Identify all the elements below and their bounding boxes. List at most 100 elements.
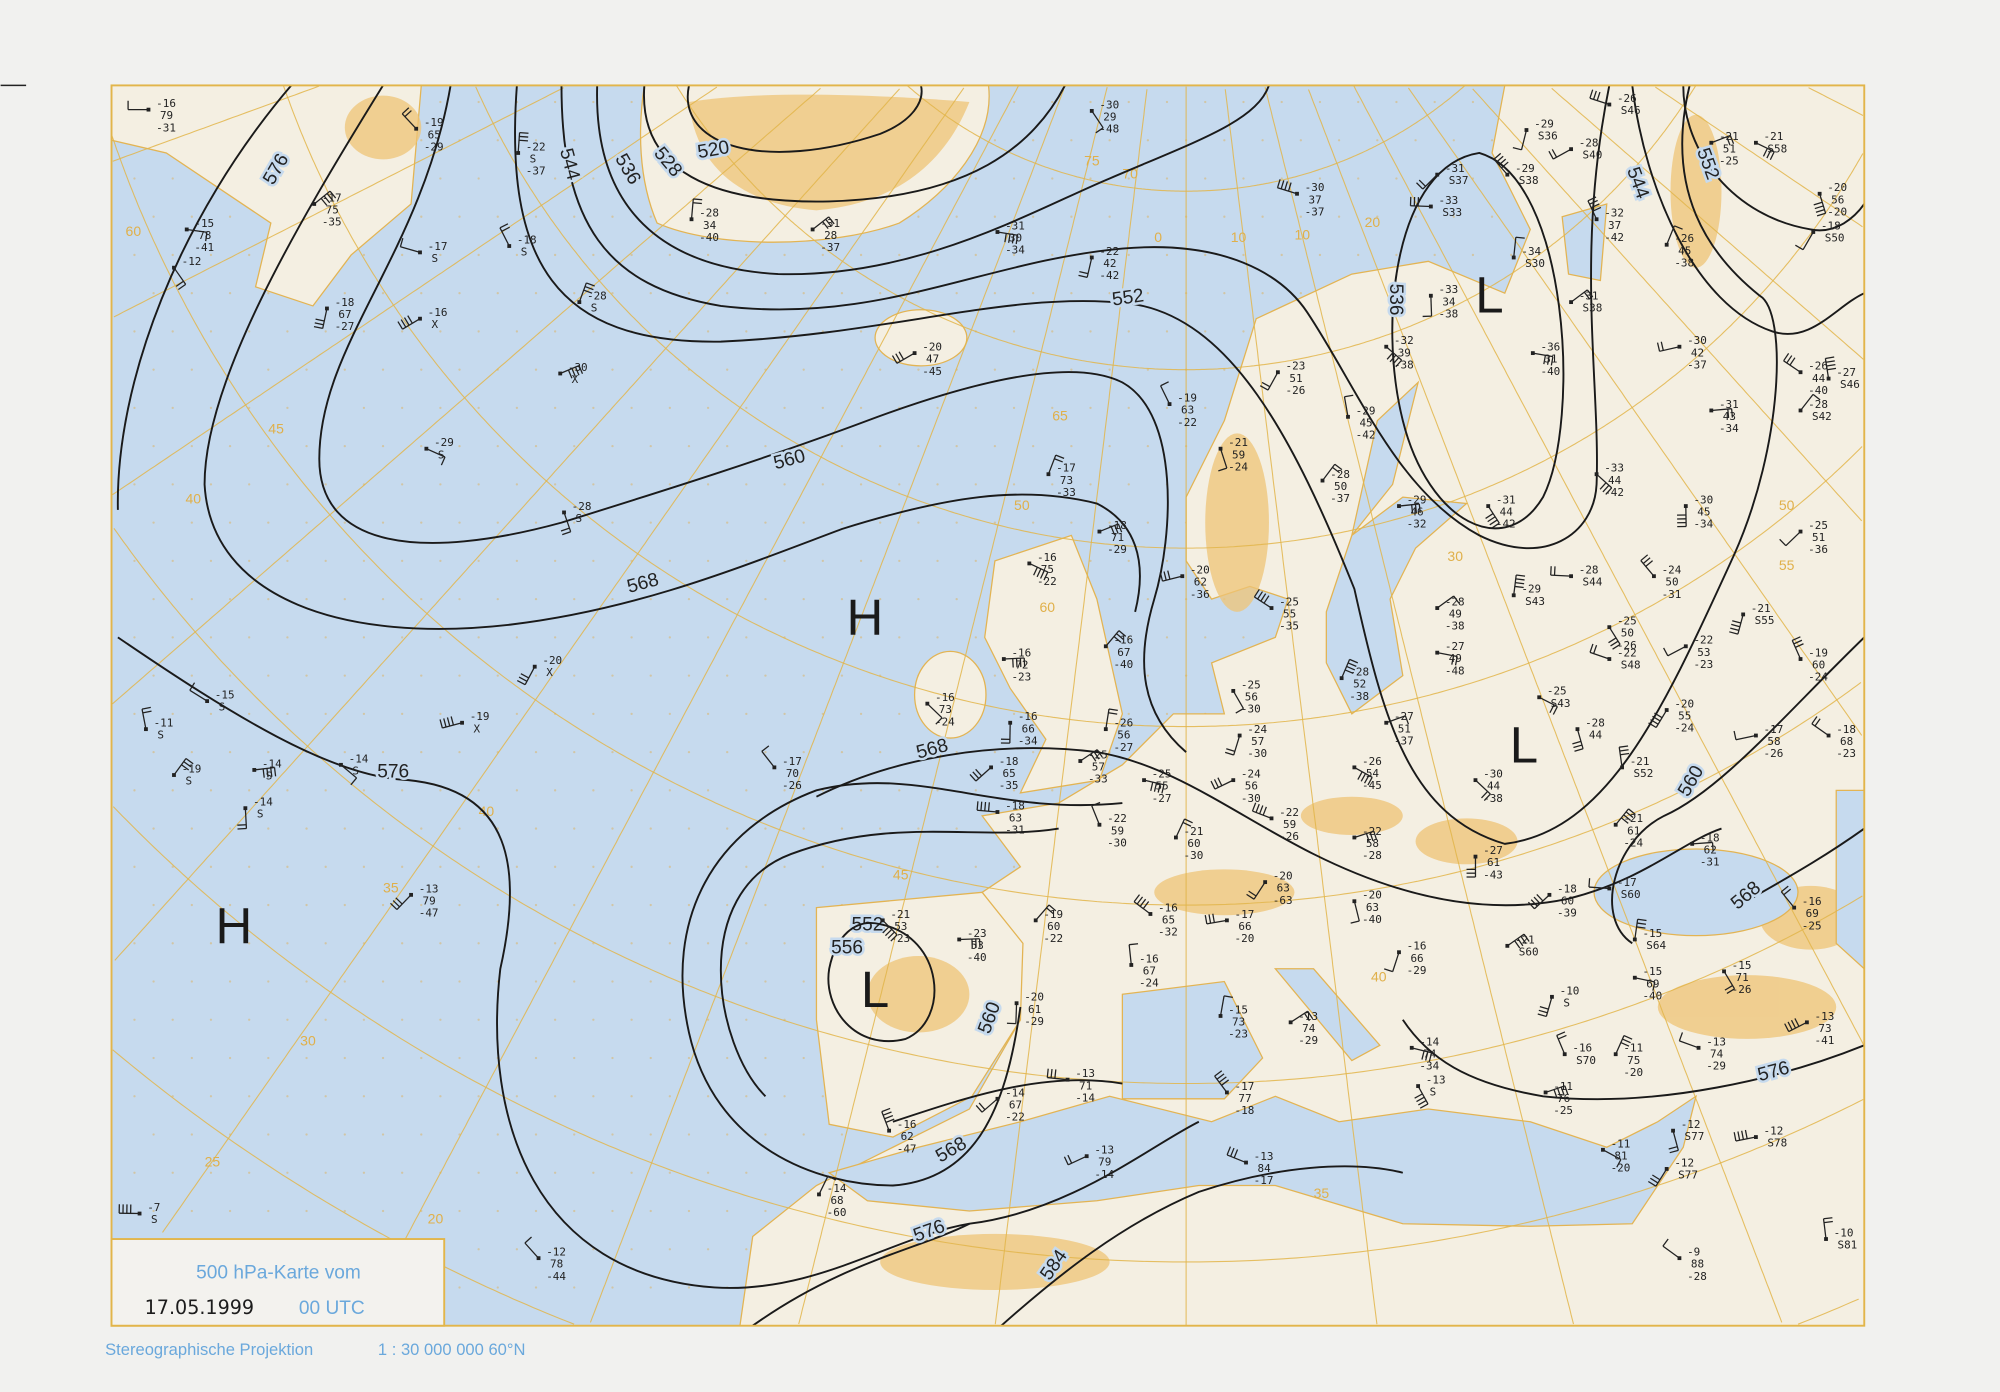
grid-dot [286, 1095, 289, 1098]
wind-barb-feather [1332, 466, 1340, 474]
station-temperature: -9 [1687, 1246, 1700, 1259]
wind-barb-feather [1392, 357, 1400, 365]
grid-dot [152, 292, 155, 295]
grid-dot [420, 445, 423, 448]
station-temperature: -19 [470, 710, 490, 723]
grid-dot [343, 980, 346, 983]
wind-barb-icon [1662, 1245, 1680, 1259]
station-dewpoint: -38 [1445, 620, 1465, 633]
wind-barb-icon [1615, 808, 1630, 826]
grid-dot [439, 559, 442, 563]
grid-dot [420, 368, 423, 371]
station-marker [1269, 816, 1274, 821]
wind-barb-feather [1790, 1019, 1797, 1029]
station-plot: -20X [516, 654, 562, 686]
station-temperature: -15 [1228, 1003, 1248, 1016]
grid-dot [649, 980, 652, 983]
grid-label: 35 [1314, 1185, 1330, 1201]
wind-barb-feather [827, 1175, 837, 1181]
wind-barb-feather [1587, 196, 1597, 202]
station-marker [1148, 912, 1153, 916]
wind-barb-feather [1153, 782, 1158, 792]
grid-dot [553, 636, 557, 639]
grid-dot [133, 865, 136, 868]
wind-barb-feather [1161, 784, 1165, 794]
grid-dot [668, 253, 671, 257]
wind-barb-feather [898, 351, 905, 360]
wind-barb-feather [980, 801, 983, 811]
contour-line [116, 85, 292, 510]
grid-dot [553, 253, 557, 257]
grid-dot [152, 597, 155, 601]
station-temperature: -28 [1585, 717, 1605, 730]
grid-dot [668, 1018, 671, 1021]
wind-barb-icon [1520, 129, 1528, 150]
wind-barb-feather [1287, 182, 1292, 192]
station-marker [1384, 344, 1389, 349]
grid-dot [171, 789, 174, 792]
wind-barb-feather [404, 110, 412, 118]
grid-dot [1299, 215, 1302, 218]
station-temperature: -19 [1043, 908, 1063, 921]
grid-dot [993, 445, 997, 448]
grid-dot [1089, 177, 1092, 180]
station-temperature: -14 [253, 796, 273, 809]
wind-barb-feather [969, 773, 977, 782]
grid-dot [420, 980, 423, 983]
station-marker [1754, 733, 1758, 738]
grid-dot [248, 1018, 251, 1021]
station-humidity: 79 [1098, 1156, 1111, 1169]
wind-barb-feather [1786, 355, 1793, 364]
station-plot: -18S [499, 223, 537, 259]
wind-barb-feather [1418, 1100, 1427, 1106]
wind-barb-feather [1046, 1068, 1049, 1078]
station-marker [1620, 765, 1624, 770]
grid-dot [381, 980, 385, 983]
wind-barb-feather [1724, 984, 1733, 991]
grid-label: 20 [428, 1211, 444, 1227]
wind-barb-feather [1414, 1093, 1423, 1099]
grid-dot [974, 406, 977, 410]
grid-dot [706, 636, 710, 639]
station-dewpoint: -30 [1107, 836, 1127, 849]
wind-barb-feather [1260, 593, 1267, 602]
station-humidity: 57 [1251, 735, 1264, 748]
grid-dot [974, 177, 977, 180]
wind-barb-icon [1091, 110, 1104, 129]
station-marker [1505, 943, 1510, 948]
station-temperature: -28 [1349, 666, 1369, 679]
station-temperature: -26 [1674, 232, 1694, 245]
station-dewpoint: -35 [1279, 620, 1299, 633]
station-dewpoint: -40 [1808, 384, 1828, 397]
grid-dot [496, 521, 499, 524]
station-temperature: -11 [154, 717, 174, 730]
wind-barb-icon [1160, 385, 1171, 405]
grid-label: 40 [1371, 969, 1387, 985]
wind-barb-feather [1214, 1070, 1223, 1077]
station-humidity: S [151, 1213, 158, 1226]
wind-barb-feather [1159, 572, 1164, 582]
station-temperature: -13 [1426, 1074, 1446, 1087]
station-marker [1792, 905, 1797, 910]
station-humidity: 28 [824, 229, 837, 242]
station-humidity: 49 [1449, 608, 1462, 621]
station-humidity: 67 [1143, 965, 1156, 978]
wind-barb-icon [1666, 225, 1675, 245]
grid-dot [553, 177, 557, 180]
station-humidity: S [157, 729, 164, 742]
grid-dot [515, 330, 519, 333]
grid-label: 75 [1084, 153, 1100, 169]
wind-barb-feather [1557, 1088, 1562, 1097]
station-humidity: X [474, 722, 481, 735]
wind-barb-feather [1730, 408, 1734, 418]
wind-barb-feather [1628, 808, 1636, 816]
